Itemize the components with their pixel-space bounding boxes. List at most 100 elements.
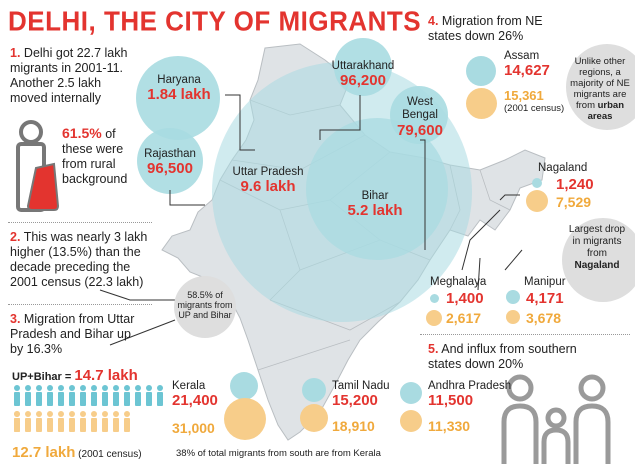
ne-note-bold: urban areas <box>587 100 625 122</box>
south-footnote: 38% of total migrants from south are fro… <box>176 448 381 459</box>
tamil-nadu-circle <box>302 378 326 402</box>
point-number: 1. <box>10 46 21 60</box>
ne-note-bubble <box>566 44 635 130</box>
andhra-pradesh-circle <box>400 382 422 404</box>
assam-prev: 15,361 (2001 census) <box>504 88 564 114</box>
manipur-name: Manipur <box>524 276 566 288</box>
state-value: 79,600 <box>397 122 443 139</box>
bihar-label: Bihar 5.2 lakh <box>340 190 410 219</box>
state-name: Bihar <box>361 190 389 202</box>
rural-text-4: background <box>62 172 128 186</box>
people-pictogram-icon <box>14 385 163 432</box>
point-text: Migration from Uttar Pradesh and Bihar u… <box>10 312 135 356</box>
prev-total: 12.7 lakh (2001 census) <box>12 444 142 461</box>
point-2: 2. This was nearly 3 lakh higher (13.5%)… <box>10 230 154 290</box>
prev-note: (2001 census) <box>78 449 142 460</box>
state-value: 11,500 <box>428 392 474 409</box>
state-name: Uttar Pradesh <box>232 166 304 178</box>
point-1: 1. Delhi got 22.7 lakh migrants in 2001-… <box>10 46 138 106</box>
west-bengal-circle <box>390 86 448 144</box>
kerala-prev: 31,000 <box>172 420 215 436</box>
beaker-icon <box>16 120 60 212</box>
manipur-prev-circle <box>506 310 520 324</box>
drop-note-bubble <box>562 218 635 302</box>
family-icon <box>501 374 611 464</box>
state-name: Andhra Pradesh <box>428 380 512 392</box>
meghalaya-name: Meghalaya <box>430 276 487 288</box>
ne-note: Unlike other regions, a majority of NE m… <box>568 56 632 122</box>
state-value: 14,627 <box>504 62 550 79</box>
point-number: 2. <box>10 230 21 244</box>
nagaland-prev-circle <box>526 190 548 212</box>
manipur-prev: 3,678 <box>526 310 562 326</box>
rajasthan-circle <box>137 128 203 194</box>
kerala-prev-circle <box>224 398 266 440</box>
drop-note: Largest drop in migrants from Nagaland <box>566 224 628 272</box>
divider <box>420 334 630 335</box>
nagaland-name: Nagaland <box>538 162 587 174</box>
state-value: 21,400 <box>172 392 218 409</box>
assam-prev-circle <box>466 88 497 119</box>
rural-text-3: from rural <box>62 157 116 171</box>
state-name: Tamil Nadu <box>332 380 390 392</box>
haryana-circle <box>136 56 220 140</box>
uttar-pradesh-label: Uttar Pradesh 9.6 lakh <box>228 166 308 195</box>
meghalaya-prev-circle <box>426 310 442 326</box>
state-name: West Bengal <box>402 96 438 121</box>
ne-note-text: Unlike other regions, a majority of NE m… <box>570 56 630 111</box>
tamil-nadu-label: Tamil Nadu 15,200 <box>332 380 390 409</box>
point-5: 5. And influx from southern states down … <box>428 342 578 372</box>
up-bihar-callout <box>174 276 236 338</box>
state-value: 15,200 <box>332 392 378 409</box>
tamil-nadu-prev-circle <box>300 404 328 432</box>
point-text: This was nearly 3 lakh higher (13.5%) th… <box>10 230 148 289</box>
meghalaya-value: 1,400 <box>446 290 484 307</box>
nagaland-value: 1,240 <box>556 176 594 193</box>
point-number: 5. <box>428 342 439 356</box>
point-number: 4. <box>428 14 439 28</box>
tamil-nadu-prev: 18,910 <box>332 418 375 434</box>
andhra-pradesh-prev: 11,330 <box>428 418 471 434</box>
state-name: Nagaland <box>538 162 588 174</box>
state-name: Assam <box>504 50 540 62</box>
state-value: 5.2 lakh <box>347 202 403 219</box>
prev-value: 12.7 lakh <box>12 444 76 461</box>
state-value: 96,200 <box>340 72 386 89</box>
point-text: Delhi got 22.7 lakh migrants in 2001-11.… <box>10 46 128 105</box>
assam-circle <box>466 56 496 86</box>
upbihar-label: UP+Bihar = <box>12 371 75 383</box>
prev-note: (2001 census) <box>504 103 565 114</box>
drop-note-bold: Nagaland <box>574 260 620 271</box>
state-name: Haryana <box>157 74 201 86</box>
rural-text-1: of <box>105 127 116 141</box>
uttarakhand-label: Uttarakhand 96,200 <box>330 60 396 89</box>
upbihar-total: UP+Bihar = 14.7 lakh <box>12 367 138 384</box>
state-value: 96,500 <box>147 160 193 177</box>
upbihar-value: 14.7 lakh <box>74 367 138 384</box>
meghalaya-circle <box>430 294 439 303</box>
nagaland-prev: 7,529 <box>556 194 592 210</box>
nagaland-circle <box>532 178 542 188</box>
manipur-value: 4,171 <box>526 290 564 307</box>
state-value: 9.6 lakh <box>240 178 296 195</box>
manipur-circle <box>506 290 520 304</box>
divider <box>8 304 152 305</box>
andhra-pradesh-prev-circle <box>400 410 422 432</box>
page-title: DELHI, THE CITY OF MIGRANTS <box>8 5 422 37</box>
andhra-pradesh-label: Andhra Pradesh 11,500 <box>428 380 511 409</box>
prev-value: 15,361 <box>504 88 544 103</box>
haryana-label: Haryana 1.84 lakh <box>146 74 212 103</box>
state-value: 1.84 lakh <box>147 86 211 103</box>
point-number: 3. <box>10 312 21 326</box>
assam-label: Assam 14,627 <box>504 50 550 79</box>
rural-pct: 61.5% <box>62 125 102 141</box>
rural-text-2: these were <box>62 142 124 156</box>
kerala-label: Kerala 21,400 <box>172 380 218 409</box>
state-name: Kerala <box>172 380 206 392</box>
rajasthan-label: Rajasthan 96,500 <box>138 148 202 177</box>
rural-stat: 61.5% of these were from rural backgroun… <box>62 126 142 187</box>
meghalaya-prev: 2,617 <box>446 310 482 326</box>
west-bengal-label: West Bengal 79,600 <box>392 96 448 139</box>
up-bihar-callout-text: 58.5% of migrants from UP and Bihar <box>177 290 233 320</box>
